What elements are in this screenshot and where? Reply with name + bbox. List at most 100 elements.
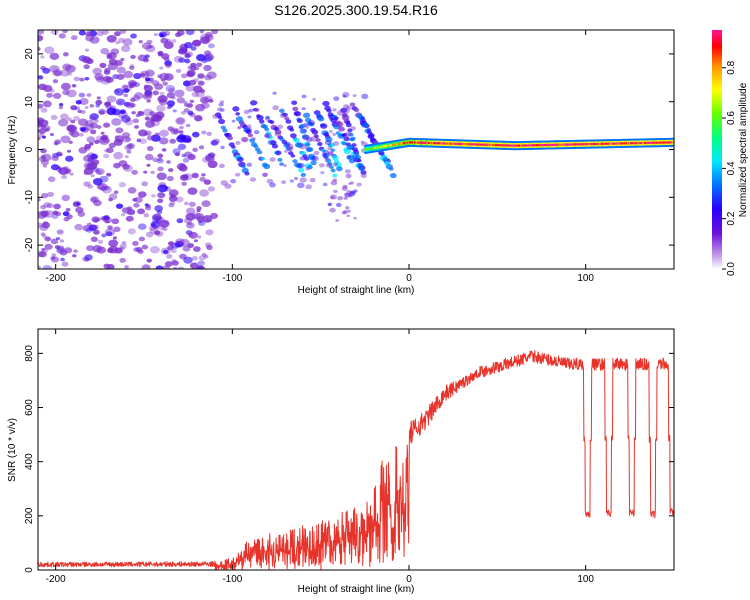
spectral-cell <box>50 238 59 245</box>
carrier-core <box>391 143 394 147</box>
spectral-cell <box>166 160 171 164</box>
spectral-cell <box>198 145 205 150</box>
spectral-cell <box>122 38 133 46</box>
carrier-core <box>665 141 667 144</box>
spectral-cell <box>93 229 100 235</box>
spectral-cell <box>343 148 351 155</box>
carrier-core <box>455 142 458 145</box>
spectral-cell <box>78 92 86 98</box>
spectral-cell <box>57 118 69 127</box>
spectral-cell <box>159 91 165 96</box>
carrier-core <box>406 141 409 144</box>
spectral-cell <box>144 153 154 161</box>
spectral-cell <box>143 84 149 89</box>
spectral-cell <box>85 120 95 127</box>
spectral-cell <box>299 156 306 161</box>
spectral-cell <box>272 105 279 111</box>
carrier-core <box>542 143 545 147</box>
spectral-cell <box>347 128 353 133</box>
carrier-core <box>412 141 414 144</box>
spectral-cell <box>202 156 211 163</box>
spectral-cell <box>210 212 219 219</box>
spectral-cell <box>183 103 189 107</box>
spectral-cell <box>166 106 172 110</box>
y-tick-label: 10 <box>24 96 35 108</box>
spectral-cell <box>360 140 365 144</box>
spectral-cell <box>80 127 86 132</box>
spectral-cell <box>332 108 337 112</box>
carrier-core <box>567 143 570 146</box>
y-tick-label: 600 <box>24 399 35 416</box>
spectral-cell <box>115 203 124 209</box>
spectral-cell <box>49 89 55 93</box>
spectral-cell <box>249 177 256 182</box>
spectrogram-xlabel: Height of straight line (km) <box>298 285 415 296</box>
carrier-core <box>618 142 621 145</box>
x-tick-label: -100 <box>222 574 242 585</box>
spectral-cell <box>358 115 365 121</box>
spectral-cell <box>295 163 303 169</box>
carrier-core <box>438 142 441 145</box>
spectral-cell <box>114 31 121 37</box>
snr-frame <box>37 328 675 571</box>
carrier-core <box>416 141 418 144</box>
spectral-cell <box>161 53 170 60</box>
spectral-cell <box>143 213 150 218</box>
spectral-cell <box>274 129 282 135</box>
spectral-cell <box>60 82 71 91</box>
spectral-cell <box>308 122 315 127</box>
carrier-core <box>617 142 620 145</box>
carrier-core <box>492 143 495 147</box>
y-tick-label: -20 <box>24 237 35 252</box>
spectral-cell <box>40 107 48 113</box>
spectral-cell <box>175 117 186 125</box>
spectral-cell <box>174 89 185 98</box>
spectral-cell <box>207 186 215 192</box>
carrier-core <box>558 143 560 146</box>
spectral-cell <box>188 201 196 207</box>
spectral-cell <box>184 58 191 64</box>
spectral-cell <box>87 184 94 189</box>
spectral-cell <box>294 176 299 181</box>
spectral-cell <box>68 140 73 144</box>
spectral-cell <box>181 73 188 79</box>
spectral-cell <box>197 260 205 266</box>
spectral-cell <box>138 129 148 137</box>
spectral-cell <box>106 52 112 57</box>
carrier-core <box>647 141 649 144</box>
carrier-core <box>594 142 596 146</box>
spectral-cell <box>81 56 92 64</box>
carrier-core <box>367 147 370 151</box>
spectral-cell <box>106 34 117 43</box>
spectral-cell <box>292 106 299 112</box>
spectral-cell <box>158 137 169 145</box>
spectral-cell <box>157 166 164 172</box>
spectral-cell <box>345 105 352 111</box>
spectral-cell <box>73 76 80 82</box>
y-tick-label: 400 <box>24 453 35 470</box>
carrier-core <box>413 141 415 144</box>
spectral-cell <box>127 228 136 235</box>
spectral-cell <box>299 128 307 134</box>
carrier-core <box>390 144 393 147</box>
spectral-cell <box>54 139 61 145</box>
spectral-cell <box>351 143 357 147</box>
spectral-cell <box>51 155 59 162</box>
spectral-cell <box>38 46 41 51</box>
spectral-cell <box>115 41 120 45</box>
carrier-core <box>539 144 541 147</box>
spectral-cell <box>166 175 174 182</box>
spectral-cell <box>185 123 191 128</box>
spectral-cell <box>96 30 104 37</box>
carrier-core <box>661 141 663 144</box>
carrier-core <box>581 143 584 146</box>
spectral-cell <box>244 171 250 176</box>
spectral-cell <box>197 80 205 86</box>
y-tick-label: -10 <box>24 190 35 205</box>
spectral-cell <box>334 162 342 168</box>
spectral-cell <box>172 109 177 113</box>
carrier-core <box>560 143 563 146</box>
spectral-cell <box>113 151 124 160</box>
spectral-cell <box>294 111 302 117</box>
spectral-cell <box>350 136 356 141</box>
